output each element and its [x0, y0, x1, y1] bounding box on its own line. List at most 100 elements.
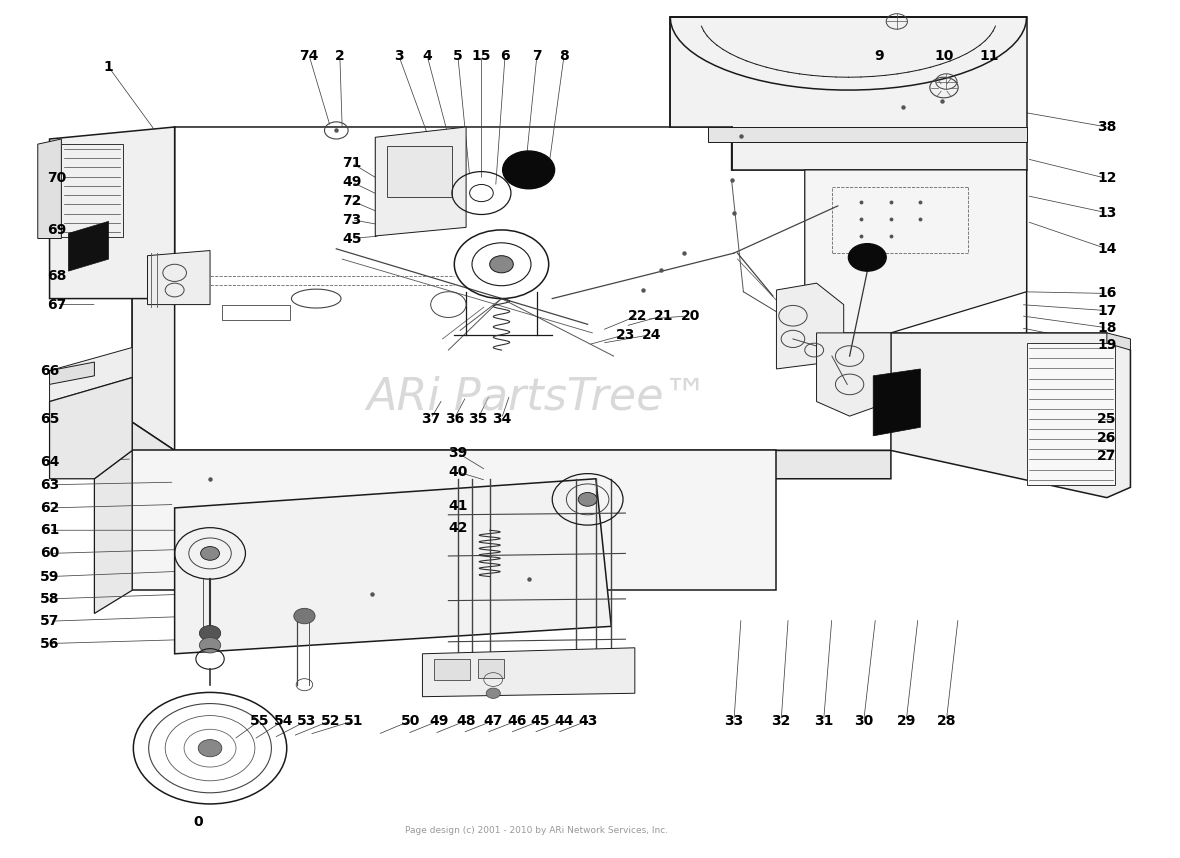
- Text: 55: 55: [250, 714, 269, 728]
- Text: 32: 32: [772, 714, 791, 728]
- Polygon shape: [50, 347, 132, 402]
- Text: 16: 16: [1097, 287, 1116, 300]
- Circle shape: [486, 688, 500, 698]
- Text: 31: 31: [814, 714, 833, 728]
- Polygon shape: [805, 170, 1027, 333]
- Text: 49: 49: [342, 175, 361, 189]
- Text: 23: 23: [616, 328, 635, 341]
- Text: 59: 59: [40, 570, 59, 583]
- Text: 41: 41: [448, 499, 467, 513]
- Polygon shape: [708, 127, 1027, 142]
- Text: 21: 21: [654, 309, 673, 323]
- Text: 46: 46: [507, 714, 526, 728]
- Text: 4: 4: [422, 49, 432, 63]
- Text: 2: 2: [335, 49, 345, 63]
- Polygon shape: [132, 422, 891, 479]
- Text: 8: 8: [559, 49, 569, 63]
- Text: 38: 38: [1097, 120, 1116, 134]
- Circle shape: [201, 547, 219, 560]
- Circle shape: [198, 740, 222, 757]
- Text: 9: 9: [874, 49, 884, 63]
- Text: 24: 24: [642, 328, 661, 341]
- Text: 17: 17: [1097, 304, 1116, 317]
- Text: 52: 52: [321, 714, 340, 728]
- Circle shape: [503, 151, 555, 189]
- Text: 74: 74: [300, 49, 319, 63]
- Circle shape: [294, 608, 315, 624]
- Polygon shape: [132, 127, 175, 450]
- Text: 64: 64: [40, 455, 59, 468]
- Polygon shape: [1107, 333, 1130, 350]
- Text: 68: 68: [47, 269, 66, 283]
- Polygon shape: [422, 648, 635, 697]
- Text: 0: 0: [194, 815, 203, 829]
- Text: 43: 43: [578, 714, 597, 728]
- Text: 70: 70: [47, 172, 66, 185]
- Polygon shape: [94, 450, 132, 613]
- Polygon shape: [175, 479, 611, 654]
- Text: 13: 13: [1097, 206, 1116, 220]
- Text: Page design (c) 2001 - 2010 by ARi Network Services, Inc.: Page design (c) 2001 - 2010 by ARi Netwo…: [406, 826, 668, 835]
- Polygon shape: [50, 362, 94, 384]
- Text: 36: 36: [445, 412, 464, 426]
- Text: 26: 26: [1097, 431, 1116, 444]
- Text: ARi PartsTree™: ARi PartsTree™: [366, 376, 708, 419]
- Bar: [61, 144, 123, 237]
- Text: 33: 33: [725, 714, 743, 728]
- Text: 28: 28: [937, 714, 956, 728]
- Text: 65: 65: [40, 412, 59, 426]
- Text: 61: 61: [40, 523, 59, 537]
- Text: 10: 10: [935, 49, 953, 63]
- Circle shape: [848, 244, 886, 271]
- Text: 66: 66: [40, 364, 59, 378]
- Circle shape: [199, 625, 221, 641]
- Text: 63: 63: [40, 478, 59, 492]
- Circle shape: [199, 637, 221, 653]
- Text: 62: 62: [40, 501, 59, 515]
- Polygon shape: [38, 139, 61, 239]
- Polygon shape: [50, 378, 132, 479]
- Polygon shape: [50, 127, 175, 299]
- Text: 22: 22: [628, 309, 647, 323]
- Text: 5: 5: [453, 49, 463, 63]
- Text: 42: 42: [448, 521, 467, 535]
- Polygon shape: [670, 17, 1027, 170]
- Text: 3: 3: [394, 49, 404, 63]
- Text: 44: 44: [555, 714, 573, 728]
- Polygon shape: [670, 17, 1027, 90]
- Polygon shape: [132, 450, 776, 590]
- Text: 25: 25: [1097, 412, 1116, 426]
- Text: 18: 18: [1097, 321, 1116, 335]
- Text: 49: 49: [430, 714, 448, 728]
- Bar: [387, 146, 452, 197]
- Text: 53: 53: [297, 714, 316, 728]
- Text: 34: 34: [492, 412, 511, 426]
- Text: 37: 37: [421, 412, 440, 426]
- Text: 14: 14: [1097, 242, 1116, 256]
- Polygon shape: [891, 333, 1130, 498]
- Text: 58: 58: [40, 592, 59, 606]
- Circle shape: [490, 256, 513, 273]
- Polygon shape: [817, 333, 891, 416]
- Text: 19: 19: [1097, 338, 1116, 352]
- Text: 1: 1: [104, 60, 113, 74]
- Text: 29: 29: [897, 714, 916, 728]
- Text: 47: 47: [484, 714, 503, 728]
- Polygon shape: [375, 127, 466, 236]
- Text: 51: 51: [345, 714, 363, 728]
- Text: 40: 40: [448, 465, 467, 479]
- Text: 60: 60: [40, 547, 59, 560]
- Polygon shape: [148, 251, 210, 305]
- Text: 73: 73: [342, 213, 361, 227]
- Text: 45: 45: [342, 232, 361, 245]
- Text: 11: 11: [979, 49, 998, 63]
- Text: 12: 12: [1097, 172, 1116, 185]
- Text: 69: 69: [47, 223, 66, 237]
- Text: 50: 50: [401, 714, 420, 728]
- Text: 20: 20: [681, 309, 700, 323]
- Text: 6: 6: [500, 49, 510, 63]
- Text: 72: 72: [342, 194, 361, 208]
- Text: 39: 39: [448, 446, 467, 460]
- Bar: [434, 659, 470, 680]
- Polygon shape: [873, 369, 920, 436]
